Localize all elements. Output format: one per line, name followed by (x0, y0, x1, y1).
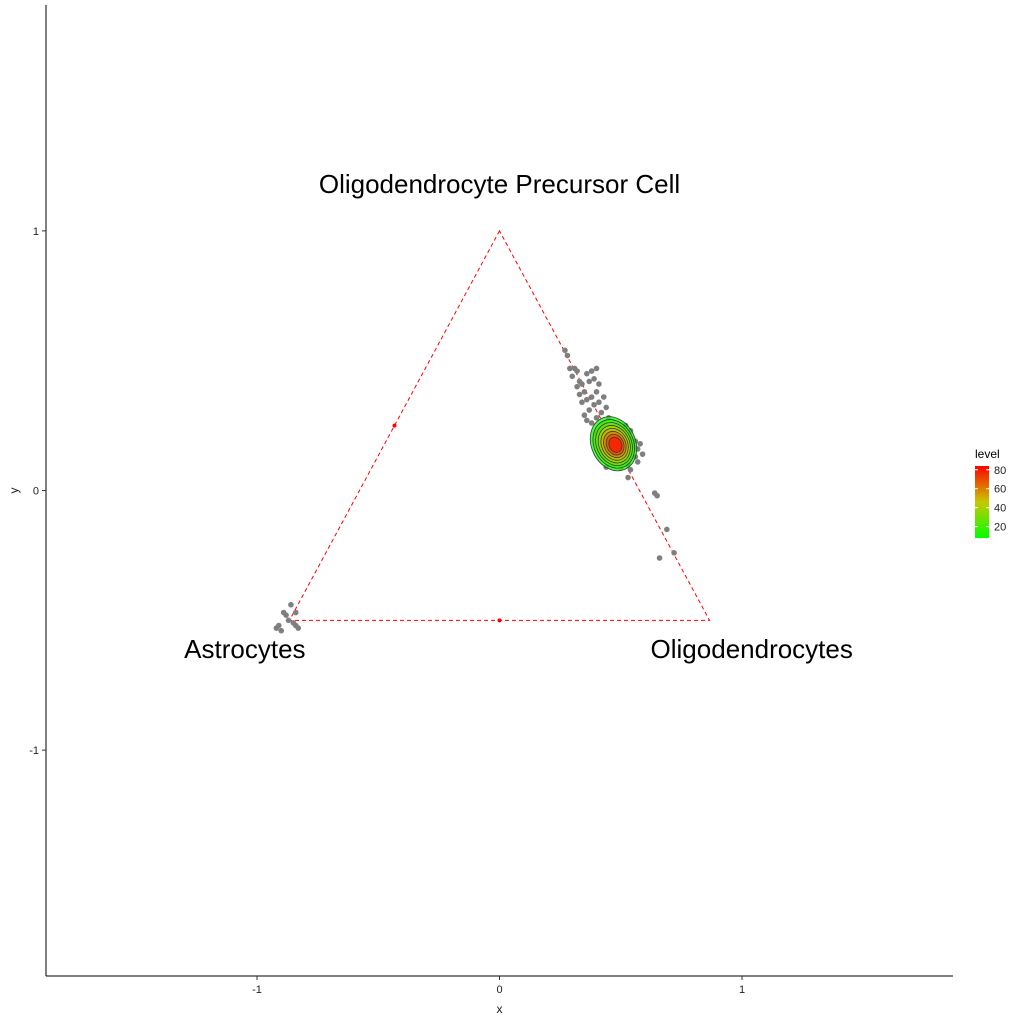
legend-tick-label: 80 (994, 465, 1006, 477)
legend-title: level (975, 447, 1000, 461)
data-point (591, 376, 597, 382)
data-point (288, 601, 294, 608)
data-point (634, 459, 641, 465)
data-point (664, 526, 670, 533)
data-point (593, 365, 600, 372)
data-point (574, 368, 580, 374)
x-tick-label: 1 (739, 984, 745, 996)
scatter-points (273, 347, 677, 634)
legend-colorbar (975, 466, 989, 538)
data-point (598, 409, 605, 416)
data-point (654, 492, 660, 499)
data-point (588, 394, 595, 400)
edge-midpoint (497, 618, 502, 623)
data-point (639, 451, 646, 457)
data-point (292, 609, 299, 616)
y-tick-label: 0 (33, 486, 39, 498)
y-tick-label: -1 (29, 745, 39, 757)
data-point (625, 474, 631, 481)
data-point (579, 399, 585, 406)
x-axis-title: x (497, 1002, 503, 1016)
data-point (276, 622, 282, 629)
data-point (567, 365, 573, 372)
triangle-edges (288, 229, 711, 621)
data-point (591, 402, 597, 408)
vertex-label: Astrocytes (184, 634, 305, 664)
density-contour-level (608, 436, 623, 453)
axes: -1 0 1 -1 0 1 (29, 5, 953, 996)
data-point (569, 373, 576, 380)
data-point (588, 420, 595, 426)
legend-tick-label: 40 (994, 503, 1006, 515)
level-legend: level 20 40 60 80 (975, 447, 1006, 538)
legend-ticks: 20 40 60 80 (975, 465, 1006, 534)
y-tick-label: 1 (33, 226, 39, 238)
triangle-boundary (288, 229, 711, 623)
data-point (593, 389, 600, 395)
data-point (627, 466, 634, 473)
data-point (280, 609, 287, 616)
vertex-labels: Oligodendrocyte Precursor Cell Astrocytes… (184, 169, 853, 664)
data-point (579, 381, 585, 387)
data-point (278, 627, 285, 634)
data-point (584, 370, 590, 377)
data-point (600, 394, 607, 400)
data-point (574, 383, 580, 390)
y-axis-title: y (7, 488, 21, 494)
data-point (584, 396, 590, 403)
vertex-label: Oligodendrocyte Precursor Cell (319, 169, 680, 199)
data-point (656, 555, 663, 561)
data-point (564, 352, 571, 359)
data-point (295, 625, 302, 631)
data-point (586, 378, 593, 385)
legend-tick-label: 60 (994, 484, 1006, 496)
vertex-label: Oligodendrocytes (651, 634, 853, 664)
data-point (603, 404, 610, 411)
density-contours (589, 416, 638, 472)
data-point (562, 347, 568, 354)
data-point (285, 617, 292, 624)
data-point (588, 368, 595, 374)
data-point (586, 407, 593, 413)
edge-midpoint (392, 423, 397, 428)
data-point (671, 550, 677, 556)
legend-tick-label: 20 (994, 522, 1006, 534)
data-point (581, 389, 588, 395)
x-tick-label: 0 (496, 984, 502, 996)
data-point (596, 381, 602, 387)
data-point (637, 440, 643, 447)
data-point (584, 417, 590, 424)
data-point (593, 415, 600, 421)
data-point (576, 391, 583, 398)
data-point (596, 399, 602, 406)
data-point (581, 412, 588, 419)
x-tick-label: -1 (252, 984, 262, 996)
